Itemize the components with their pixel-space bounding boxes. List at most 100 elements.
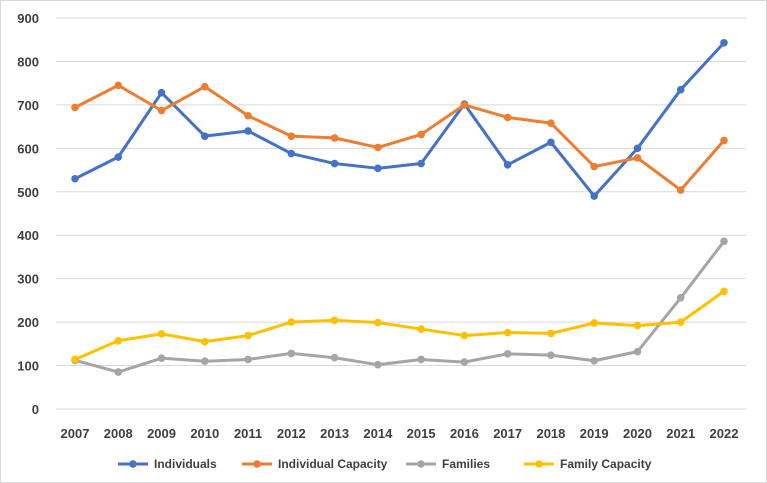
data-point [374, 164, 382, 173]
data-point [287, 349, 296, 358]
x-tick-label: 2022 [710, 426, 739, 441]
data-point [503, 113, 512, 122]
data-point [460, 358, 469, 366]
data-point [720, 287, 728, 296]
series-families [71, 237, 728, 376]
legend-swatch-marker [253, 460, 261, 468]
data-point [590, 162, 598, 171]
legend-item: Families [406, 457, 490, 471]
data-point [71, 103, 79, 112]
x-tick-label: 2010 [190, 426, 219, 441]
data-point [244, 331, 252, 340]
data-point [633, 154, 642, 162]
data-point [547, 329, 555, 338]
x-tick-label: 2009 [147, 426, 176, 441]
series-family-capacity [71, 287, 728, 364]
data-point [330, 159, 339, 168]
data-point [201, 337, 209, 346]
x-tick-label: 2007 [61, 426, 90, 441]
data-point [201, 357, 209, 366]
data-point [157, 88, 166, 97]
series-individual-capacity [71, 81, 728, 194]
data-point [503, 328, 512, 337]
y-tick-label: 600 [17, 141, 39, 156]
x-tick-label: 2021 [666, 426, 695, 441]
data-point [157, 106, 166, 115]
y-tick-label: 100 [17, 359, 39, 374]
x-tick-label: 2016 [450, 426, 479, 441]
legend-label: Individual Capacity [278, 457, 388, 471]
x-tick-label: 2017 [493, 426, 522, 441]
y-tick-label: 400 [17, 228, 39, 243]
data-point [244, 111, 252, 120]
y-tick-label: 200 [17, 315, 39, 330]
legend-swatch-marker [535, 460, 543, 468]
data-point [676, 85, 685, 94]
y-tick-label: 800 [17, 54, 39, 69]
data-point [287, 318, 296, 326]
legend-label: Individuals [154, 457, 217, 471]
legend-item: Individual Capacity [242, 457, 388, 471]
data-point [633, 347, 642, 356]
legend: Individuals Individual Capacity Families Fa… [118, 457, 652, 471]
data-point [590, 319, 598, 327]
data-point [720, 136, 728, 145]
legend-label: Family Capacity [560, 457, 652, 471]
data-point [287, 149, 296, 158]
data-point [287, 132, 296, 140]
x-tick-label: 2019 [580, 426, 609, 441]
data-point [201, 82, 209, 91]
data-point [157, 330, 166, 338]
data-point [676, 186, 685, 194]
data-point [330, 316, 339, 325]
data-point [676, 318, 685, 326]
data-point [374, 143, 382, 152]
data-point [114, 153, 123, 161]
data-point [114, 368, 123, 376]
data-point [374, 318, 382, 327]
data-point [460, 101, 469, 109]
x-tick-label: 2013 [320, 426, 349, 441]
x-tick-label: 2012 [277, 426, 306, 441]
legend-label: Families [442, 457, 490, 471]
data-point [503, 350, 512, 358]
legend-item: Individuals [118, 457, 217, 471]
x-tick-label: 2015 [407, 426, 436, 441]
data-point [244, 355, 252, 364]
data-point [590, 356, 598, 365]
data-point [71, 355, 79, 364]
data-point [157, 354, 166, 362]
data-point [417, 130, 425, 139]
y-tick-label: 300 [17, 272, 39, 287]
series-individuals [71, 38, 728, 200]
y-tick-label: 700 [17, 98, 39, 113]
series-lines [71, 38, 728, 376]
x-axis-ticks: 2007 2008 2009 2010 2011 2012 2013 2014 2015 2016… [61, 426, 739, 441]
data-point [417, 159, 425, 168]
data-point [503, 161, 512, 169]
data-point [720, 38, 728, 47]
legend-item: Family Capacity [524, 457, 652, 471]
series-line [73, 289, 726, 361]
y-tick-label: 500 [17, 185, 39, 200]
data-point [114, 81, 123, 90]
data-point [330, 134, 339, 142]
data-point [720, 237, 728, 246]
data-point [330, 353, 339, 362]
data-point [633, 321, 642, 330]
data-point [547, 351, 555, 359]
data-point [244, 127, 252, 135]
data-point [547, 138, 555, 147]
data-point [633, 144, 642, 153]
data-point [374, 360, 382, 369]
data-point [676, 293, 685, 302]
data-point [71, 174, 79, 183]
y-axis-ticks: 0 100 200 300 400 500 600 700 800 900 [17, 11, 39, 417]
x-tick-label: 2011 [234, 426, 262, 441]
y-tick-label: 900 [17, 11, 39, 26]
x-tick-label: 2014 [363, 426, 393, 441]
x-tick-label: 2018 [536, 426, 565, 441]
data-point [417, 355, 425, 364]
legend-swatch-marker [129, 460, 137, 468]
